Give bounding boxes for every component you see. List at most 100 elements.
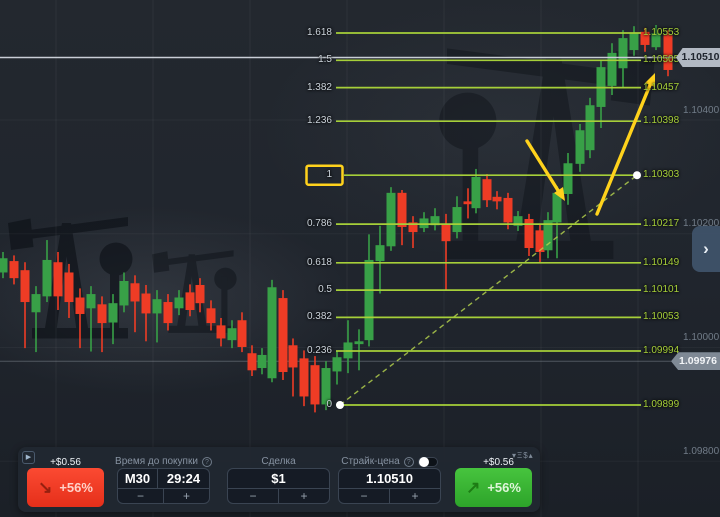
annotation-arrow [595,83,652,216]
candle [237,320,247,347]
trade-panel: ▶ +$0.56 ↘ +56% Время до покупки ? М30 2… [18,447,540,512]
candle [408,222,418,233]
candle [375,245,385,262]
help-icon[interactable]: ? [201,456,212,467]
candle [618,38,628,69]
strike-price-toggle[interactable] [417,456,438,467]
candle [119,281,129,306]
candle [9,261,19,279]
candle [174,297,184,309]
candle [0,258,8,273]
sell-payout-label: +$0.56 [50,457,81,470]
candle [430,216,440,226]
help-icon[interactable]: ? [403,456,414,467]
marker-dot [336,401,344,409]
candle [651,33,661,48]
buy-payout-label: +$0.56 [483,457,514,470]
candle [563,163,573,194]
candle [441,224,451,242]
candle [278,298,288,373]
candle [419,218,429,229]
candle [216,325,226,339]
toggle-knob [418,456,429,467]
candle [552,192,562,223]
deal-amount-group: $1 − + [227,468,330,504]
candle [64,272,74,303]
candle [42,259,52,297]
candle [257,354,267,369]
strike-plus-button[interactable]: + [389,489,440,503]
time-to-purchase-group: М30 29:24 − + [117,468,210,504]
timer-value[interactable]: 29:24 [157,469,209,488]
candle [227,328,237,341]
candle [471,176,481,209]
candle [354,341,364,345]
annotation-arrowhead [645,73,655,87]
candle [575,130,585,164]
candle [482,179,492,201]
candle [267,287,277,379]
expand-right-panel-button[interactable]: › [692,226,720,272]
time-group-label: Время до покупки ? [102,456,225,467]
candle [640,31,650,45]
candle [332,357,342,372]
sell-percent-label: +56% [59,480,93,495]
secondary-price-badge: 1.09976 [671,352,720,371]
candle [524,219,534,249]
candle [321,368,331,405]
candle [31,294,41,313]
annotation-arrowhead [554,187,565,201]
candle [463,201,473,205]
deal-plus-button[interactable]: + [278,489,329,503]
candle [20,270,30,303]
candle [299,358,309,397]
candle [206,308,216,324]
time-minus-button[interactable]: − [136,489,144,503]
sentiment-widget-icon[interactable]: ▾Ξ$▴ [512,451,534,460]
current-price-badge: 1.10510 [676,47,720,67]
strike-price-group: 1.10510 − + [338,468,441,504]
deal-group-label: Сделка [261,456,296,467]
candle [97,304,107,324]
candle [163,302,173,324]
candle [607,52,617,86]
deal-amount-value[interactable]: $1 [271,471,286,486]
candle [310,365,320,405]
candle [397,192,407,227]
chevron-right-icon: › [703,239,709,258]
annotation-arrow [525,139,561,194]
candle [663,35,673,70]
candle [585,105,595,151]
candle [503,197,513,223]
candle [75,297,85,314]
candle [130,283,140,302]
timeframe-value[interactable]: М30 [124,471,151,486]
candle [364,259,374,341]
play-icon: ▶ [25,454,32,461]
candle [247,353,257,371]
candle [86,294,96,309]
candle [185,292,195,311]
candle [53,262,63,297]
buy-button[interactable]: ↗ +56% [455,468,532,507]
strike-group-label: Страйк-цена ? [330,456,449,467]
strike-minus-button[interactable]: − [360,489,368,503]
candle [195,284,205,304]
candle [629,33,639,51]
buy-percent-label: +56% [487,480,521,495]
sell-button[interactable]: ↘ +56% [27,468,104,507]
candle [452,207,462,233]
fib-one-highlight-box [305,164,344,186]
marker-dot [633,171,641,180]
deal-minus-button[interactable]: − [249,489,257,503]
candle [152,299,162,314]
candle [492,196,502,202]
candle [141,293,151,314]
pumpjack-silhouette-large [439,48,655,259]
strike-price-value[interactable]: 1.10510 [366,471,413,486]
time-plus-button[interactable]: + [163,489,209,503]
collapse-panel-button[interactable]: ▶ [22,451,35,464]
candle [535,230,545,252]
